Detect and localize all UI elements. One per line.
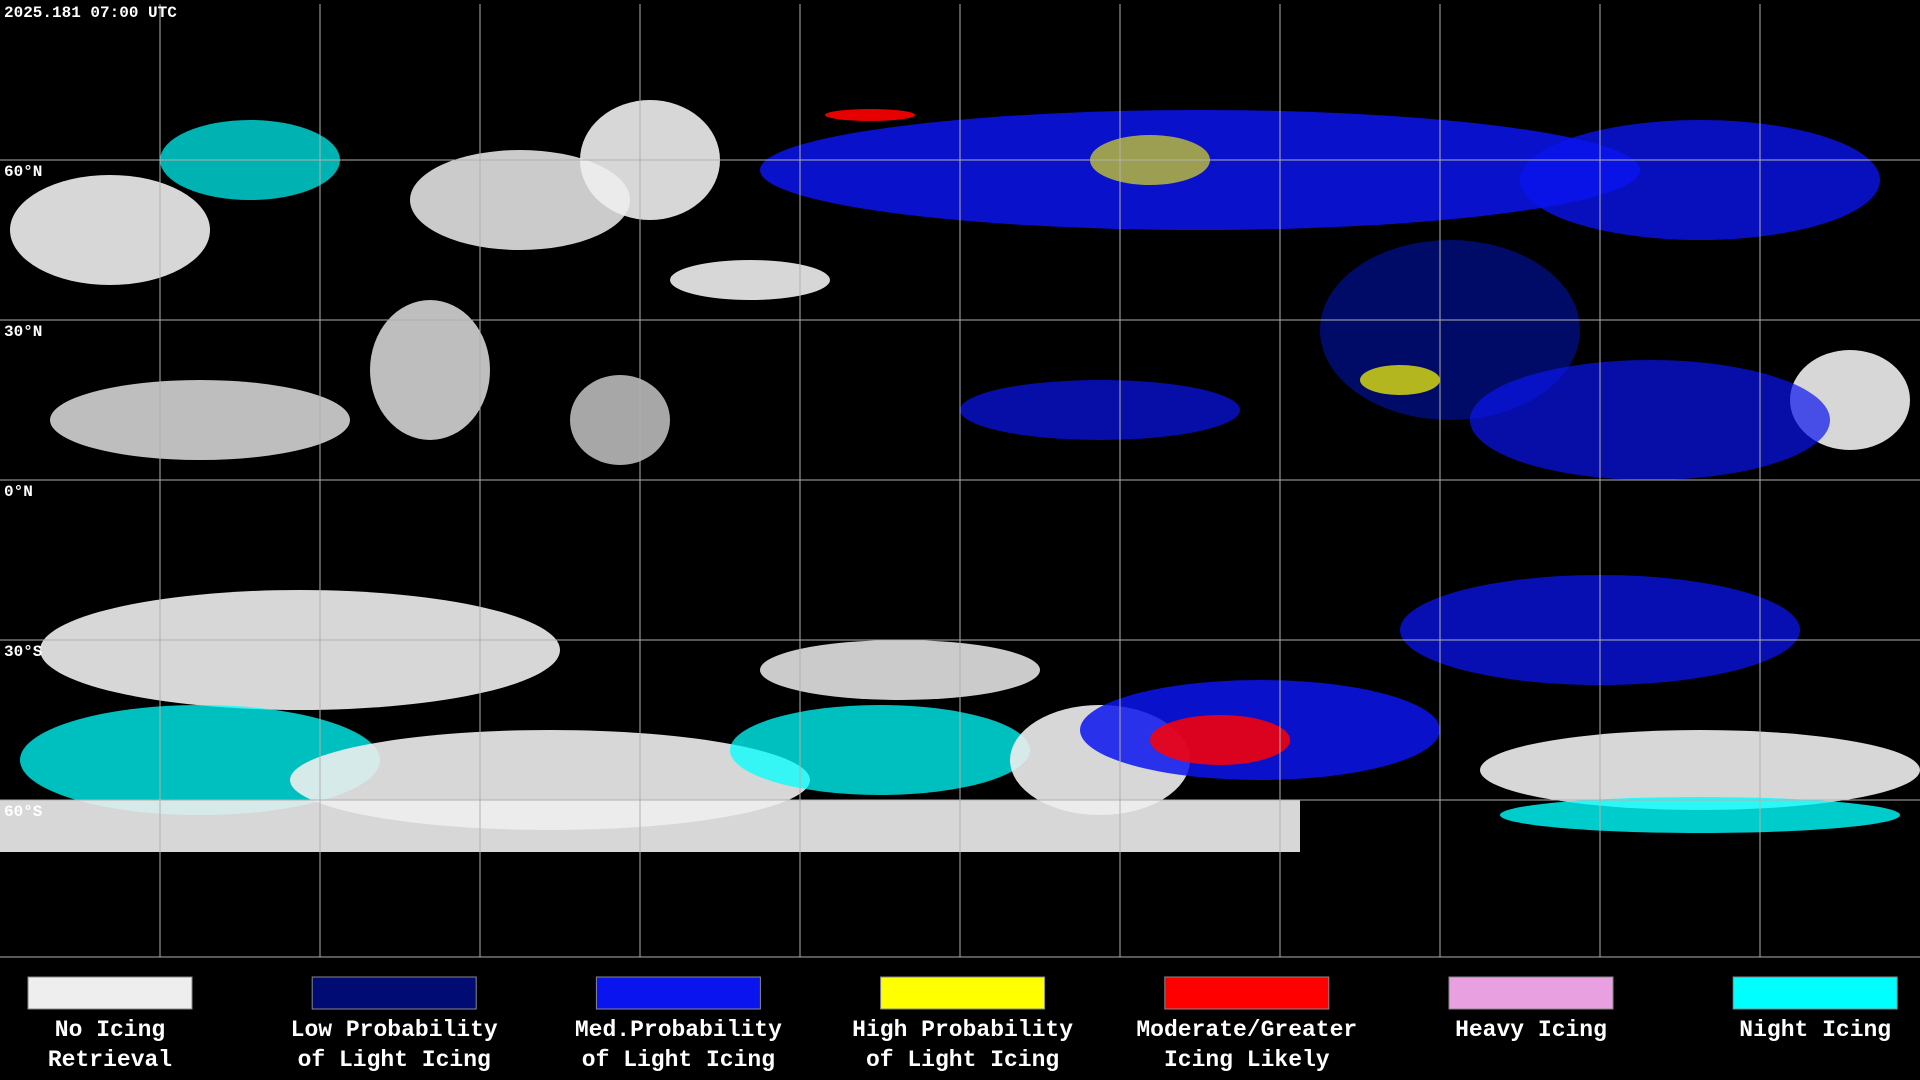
latitude-label: 30°N <box>4 323 42 341</box>
latitude-label: 30°S <box>4 643 43 661</box>
legend-label: Icing Likely <box>1164 1047 1330 1073</box>
legend-swatch <box>880 976 1046 1010</box>
icing-area <box>1360 365 1440 395</box>
legend-swatch <box>1732 976 1898 1010</box>
cloud <box>1500 797 1900 833</box>
legend-label: Med.Probability <box>575 1017 782 1043</box>
cloud <box>570 375 670 465</box>
legend-label: Moderate/Greater <box>1136 1017 1357 1043</box>
legend: No Icing Retrieval Low Probability of Light… <box>27 976 1898 1073</box>
icing-area <box>960 380 1240 440</box>
legend-swatch <box>1164 976 1330 1010</box>
timestamp: 2025.181 07:00 UTC <box>4 4 177 22</box>
cloud <box>40 590 560 710</box>
legend-label: No Icing <box>55 1017 165 1043</box>
cloud <box>760 640 1040 700</box>
latitude-label: 60°N <box>4 163 42 181</box>
cloud <box>370 300 490 440</box>
legend-swatch <box>595 976 761 1010</box>
latitude-label: 60°S <box>4 803 43 821</box>
legend-label: of Light Icing <box>298 1047 491 1073</box>
latitude-labels: 60°N 30°N 0°N 30°S 60°S <box>4 163 43 821</box>
cloud <box>410 150 630 250</box>
legend-label: Night Icing <box>1739 1017 1891 1043</box>
legend-label: of Light Icing <box>866 1047 1059 1073</box>
cloud <box>670 260 830 300</box>
cloud-field <box>0 100 1920 852</box>
cloud <box>0 800 1300 852</box>
legend-label: Heavy Icing <box>1455 1017 1607 1043</box>
legend-label: of Light Icing <box>582 1047 775 1073</box>
legend-label: Low Probability <box>291 1017 498 1043</box>
cloud <box>50 380 350 460</box>
legend-swatch <box>1448 976 1614 1010</box>
legend-label: Retrieval <box>48 1047 172 1073</box>
legend-swatch <box>311 976 477 1010</box>
cloud <box>20 705 380 815</box>
icing-area <box>1470 360 1830 480</box>
latitude-label: 0°N <box>4 483 33 501</box>
icing-area <box>1520 120 1880 240</box>
graticule <box>0 4 1920 958</box>
icing-area <box>1150 715 1290 765</box>
icing-area <box>825 109 915 121</box>
cloud <box>730 705 1030 795</box>
cloud <box>1480 730 1920 810</box>
legend-label: High Probability <box>852 1017 1073 1043</box>
legend-swatch <box>27 976 193 1010</box>
cloud <box>10 175 210 285</box>
